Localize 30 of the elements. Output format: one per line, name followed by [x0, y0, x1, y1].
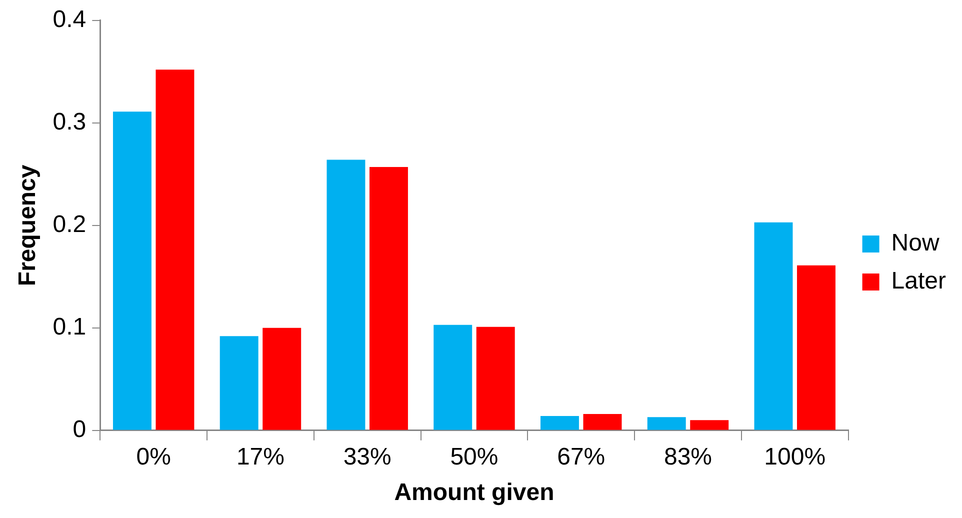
- x-tick-label: 17%: [236, 443, 284, 470]
- bar: [754, 222, 793, 430]
- bar: [540, 416, 579, 430]
- bar: [690, 420, 729, 430]
- x-tick-label: 50%: [450, 443, 498, 470]
- bar: [476, 326, 515, 430]
- bar: [220, 336, 258, 430]
- x-axis-title: Amount given: [394, 479, 554, 506]
- y-tick-label: 0.3: [52, 108, 86, 136]
- x-tick-label: 0%: [136, 443, 171, 470]
- bar: [369, 166, 408, 430]
- y-tick-label: 0.1: [52, 314, 86, 341]
- y-tick-label: 0: [72, 416, 86, 444]
- legend-label: Now: [891, 230, 940, 257]
- y-tick-label: 0.4: [52, 6, 86, 34]
- x-tick-label: 67%: [557, 443, 606, 470]
- bar: [326, 160, 366, 430]
- bar: [796, 265, 836, 430]
- x-tick-label: 100%: [764, 443, 826, 470]
- bar: [112, 112, 152, 430]
- bar: [262, 328, 302, 430]
- bar: [434, 324, 472, 430]
- bar: [156, 70, 194, 430]
- legend-label: Later: [891, 268, 946, 295]
- x-tick-label: 83%: [664, 443, 712, 470]
- bar: [583, 414, 622, 430]
- y-axis-title: Frequency: [14, 164, 42, 286]
- x-tick-label: 33%: [343, 443, 392, 470]
- bar: [647, 417, 686, 430]
- y-tick-label: 0.2: [52, 211, 86, 238]
